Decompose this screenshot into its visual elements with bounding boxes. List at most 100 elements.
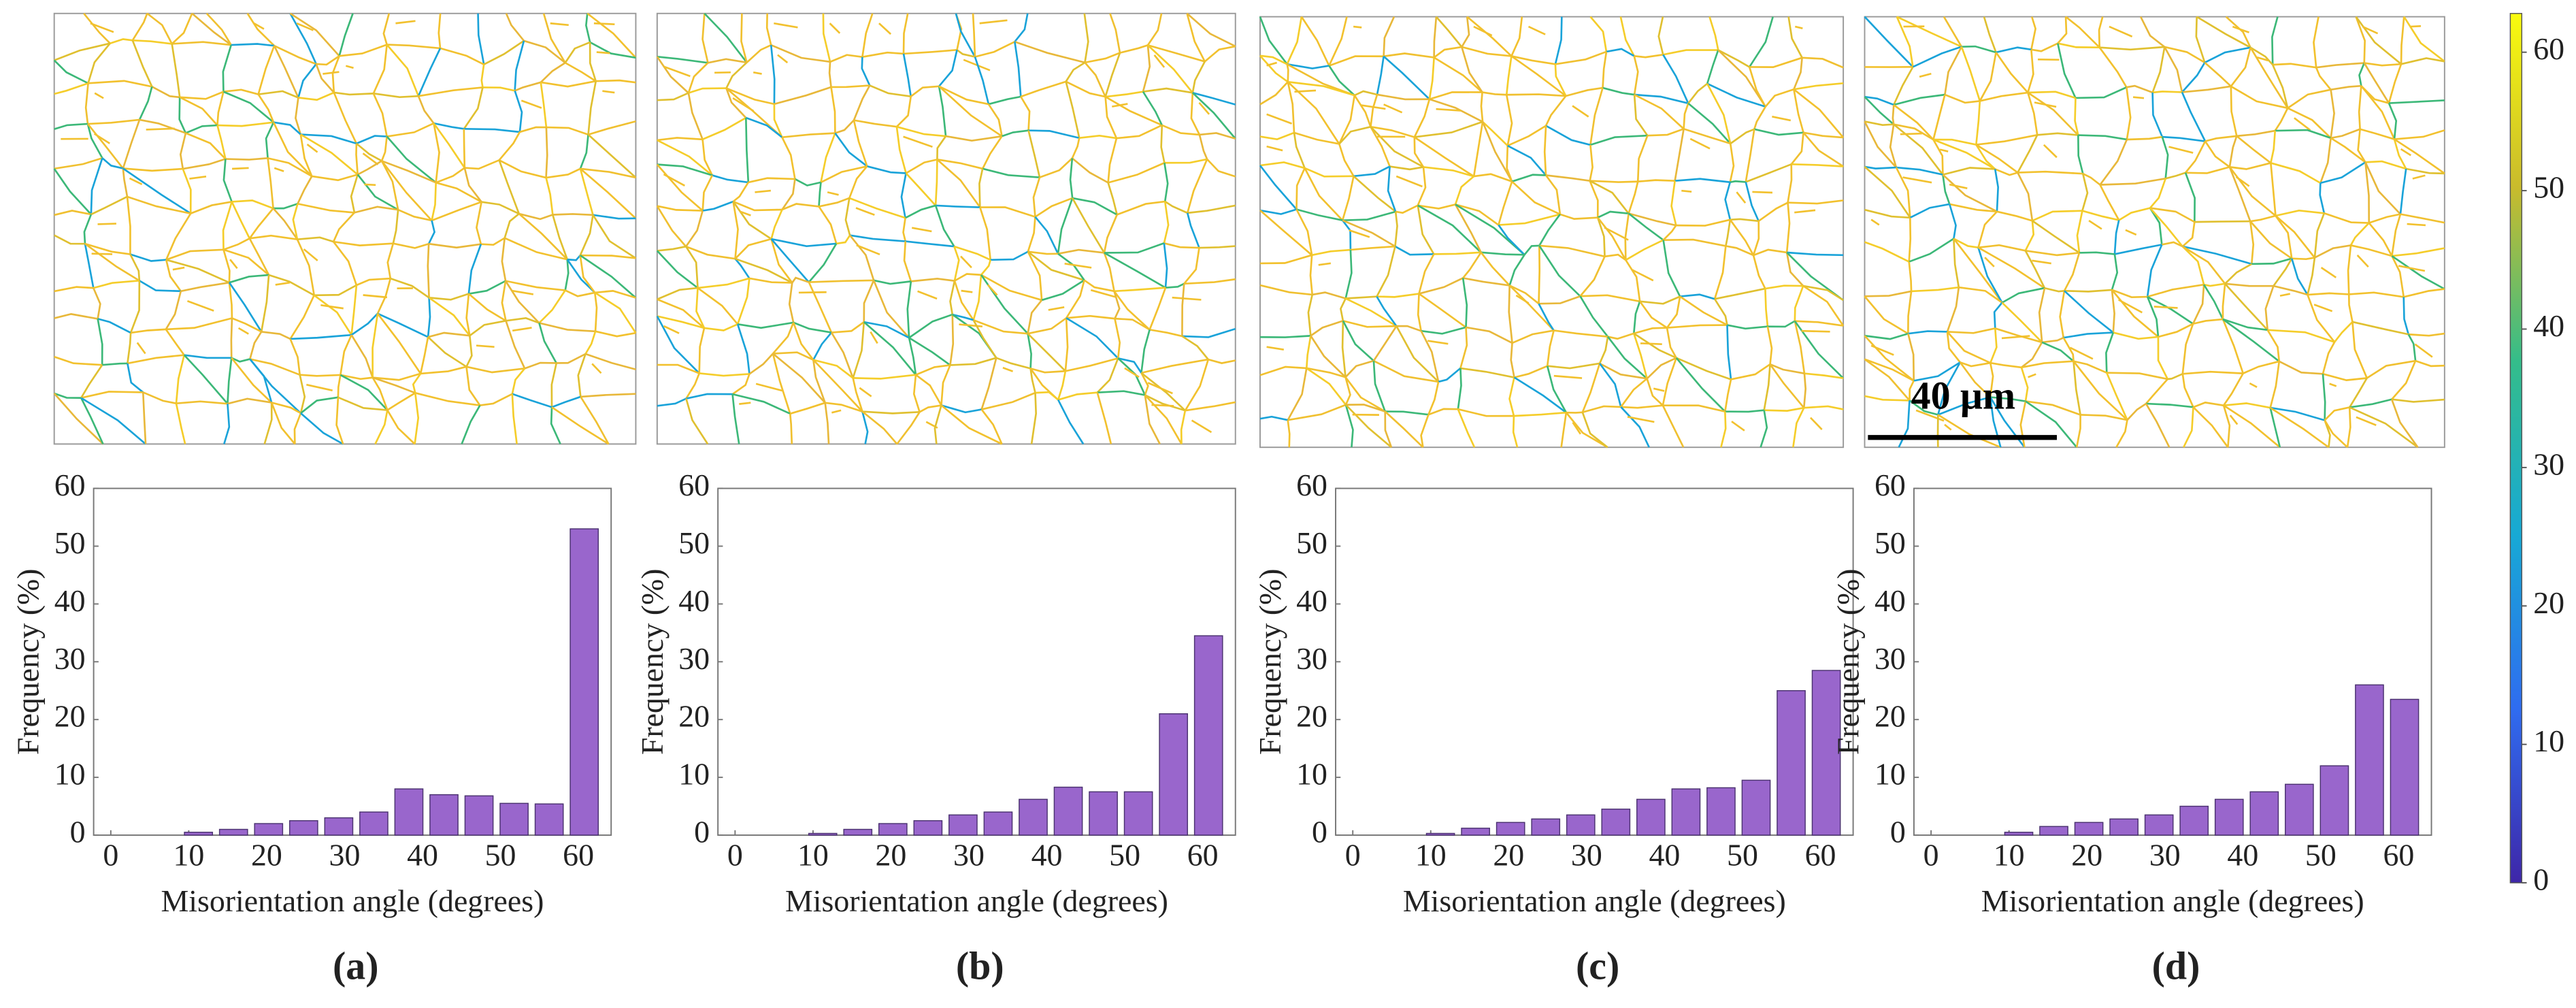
grain-boundary xyxy=(782,203,819,211)
grain-boundary xyxy=(1029,368,1036,393)
twin-boundary xyxy=(1473,25,1493,37)
twin-boundary xyxy=(2109,25,2133,37)
grain-boundary xyxy=(1597,210,1629,218)
grain-boundary xyxy=(110,38,133,44)
grain-boundary xyxy=(772,322,795,355)
grain-boundary xyxy=(2224,263,2252,284)
grain-boundary xyxy=(895,127,907,174)
grain-boundary xyxy=(853,84,871,121)
grain-boundary xyxy=(1066,317,1119,359)
grain-boundary xyxy=(165,248,224,261)
x-tick-label: 20 xyxy=(1493,837,1524,872)
twin-boundary xyxy=(1736,191,1747,204)
grain-boundary xyxy=(737,321,794,329)
grain-boundary xyxy=(1041,279,1085,302)
grain-boundary xyxy=(175,403,186,444)
grain-boundary xyxy=(834,132,868,167)
grain-boundary xyxy=(2118,207,2151,221)
grain-boundary xyxy=(1889,124,1898,168)
grain-boundary xyxy=(1745,163,1792,183)
grain-boundary xyxy=(1908,261,1913,291)
grain-boundary xyxy=(577,353,587,397)
grain-boundary xyxy=(1864,165,1911,218)
colorbar-tick-label: 50 xyxy=(2533,170,2564,205)
grain-boundary xyxy=(126,196,131,255)
grain-boundary xyxy=(231,201,251,239)
grain-boundary xyxy=(2165,172,2186,180)
grain-boundary xyxy=(299,374,341,377)
grain-boundary xyxy=(83,12,111,44)
grain-boundary xyxy=(657,363,700,374)
grain-boundary xyxy=(1149,329,1183,338)
grain-boundary xyxy=(770,238,810,283)
grain-boundary xyxy=(165,212,192,261)
grain-boundary xyxy=(392,210,399,244)
grain-boundary xyxy=(905,240,955,248)
grain-boundary xyxy=(2222,319,2244,374)
grain-boundary xyxy=(151,86,180,99)
grain-boundary xyxy=(1547,362,1600,370)
grain-boundary xyxy=(249,234,298,240)
bar xyxy=(983,811,1013,836)
grain-boundary xyxy=(1345,404,1392,449)
grain-boundary xyxy=(699,372,750,377)
grain-boundary xyxy=(2192,406,2229,448)
grain-boundary xyxy=(165,259,230,284)
twin-boundary xyxy=(1939,148,1949,152)
grain-boundary xyxy=(257,93,275,123)
grain-boundary xyxy=(955,13,976,58)
grain-boundary xyxy=(227,397,272,405)
grain-boundary xyxy=(1946,331,1961,363)
y-tick-label: 10 xyxy=(1875,757,1906,792)
grain-boundary xyxy=(1893,66,1914,105)
grain-boundary xyxy=(1864,332,1909,340)
grain-boundary xyxy=(1990,396,2026,402)
grain-boundary xyxy=(1394,211,1398,247)
grain-boundary xyxy=(2001,287,2045,304)
grain-boundary xyxy=(2181,91,2207,142)
grain-boundary xyxy=(185,124,218,134)
grain-boundary xyxy=(540,80,596,88)
grain-boundary xyxy=(1427,381,1440,415)
plot-frame xyxy=(1335,487,1854,836)
grain-boundary xyxy=(337,396,388,411)
grain-boundary xyxy=(831,84,870,88)
grain-boundary xyxy=(848,197,906,219)
grain-boundary xyxy=(812,331,833,361)
grain-boundary xyxy=(84,243,140,282)
grain-boundary xyxy=(1713,246,1727,299)
grain-boundary xyxy=(467,244,482,294)
grain-boundary xyxy=(2347,245,2352,295)
y-axis-label: Frequency (%) xyxy=(1831,568,1866,755)
grain-boundary xyxy=(1376,93,1430,101)
grain-boundary xyxy=(54,286,94,293)
grain-boundary xyxy=(300,133,357,145)
grain-boundary xyxy=(1990,361,2022,369)
grain-boundary xyxy=(2114,244,2162,255)
grain-boundary xyxy=(732,393,791,415)
grain-boundary xyxy=(1372,325,1398,361)
grain-boundary xyxy=(2330,84,2362,91)
grain-boundary xyxy=(745,118,750,182)
grain-boundary xyxy=(1946,287,1960,332)
grain-boundary xyxy=(1344,404,1354,448)
grain-boundary xyxy=(1370,126,1424,168)
grain-boundary xyxy=(1287,404,1347,421)
grain-boundary xyxy=(949,280,956,315)
grain-boundary xyxy=(249,331,263,359)
grain-boundary xyxy=(54,234,85,245)
grain-boundary xyxy=(2222,318,2268,331)
grain-boundary xyxy=(1676,218,1731,227)
grain-boundary xyxy=(732,201,772,240)
grain-boundary xyxy=(1513,376,1567,414)
twin-boundary xyxy=(903,135,933,148)
grain-boundary xyxy=(2111,254,2119,291)
grain-boundary xyxy=(1646,378,1664,406)
grain-boundary xyxy=(1199,245,1236,249)
grain-boundary xyxy=(377,312,429,338)
grain-boundary xyxy=(564,41,591,63)
twin-boundary xyxy=(1900,132,1922,135)
grain-boundary xyxy=(579,214,594,256)
grain-boundary xyxy=(222,201,233,250)
grain-boundary xyxy=(1482,120,1508,146)
